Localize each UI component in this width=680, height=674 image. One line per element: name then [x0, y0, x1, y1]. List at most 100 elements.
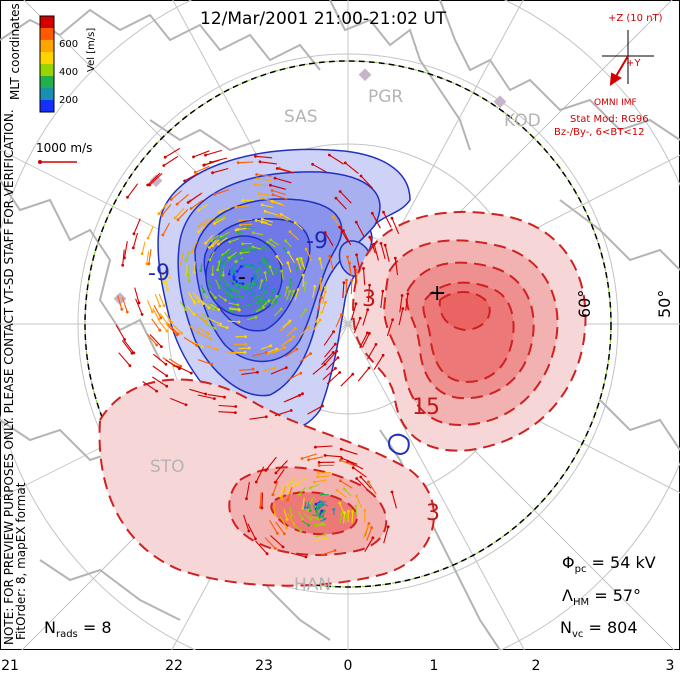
velocity-vector: [275, 460, 288, 474]
velocity-vector: [301, 520, 309, 526]
velocity-vector: [261, 492, 264, 508]
colorbar-segment: [40, 88, 54, 101]
velocity-vector: [122, 249, 125, 266]
velocity-vector: [286, 393, 303, 402]
velocity-vector: [285, 348, 298, 358]
velocity-vector: [245, 481, 250, 499]
velocity-vector: [214, 189, 229, 195]
colorbar-tick-200: 200: [59, 95, 78, 106]
lambda-value: = 57°: [594, 586, 642, 605]
velocity-vector: [260, 291, 267, 299]
colorbar-tick-400: 400: [59, 67, 78, 78]
velocity-vector: [259, 192, 271, 196]
velocity-vector: [274, 468, 285, 483]
velocity-vector: [315, 445, 333, 448]
velocity-vector: [158, 320, 168, 332]
contour-label-pos-1: 3: [362, 287, 376, 312]
velocity-vector: [296, 259, 302, 270]
velocity-vector: [305, 248, 313, 262]
velocity-vector: [277, 214, 289, 222]
velocity-vector: [312, 363, 326, 375]
velocity-vector: [346, 256, 351, 272]
velocity-vector: [314, 479, 327, 483]
velocity-vector: [218, 237, 228, 245]
velocity-vector: [399, 295, 403, 313]
velocity-vector: [309, 496, 315, 504]
lat-label-50: 50°: [655, 290, 674, 318]
velocity-vector: [356, 478, 368, 491]
velocity-vector: [283, 509, 288, 520]
velocity-vector: [380, 243, 386, 260]
velocity-vector: [185, 251, 190, 261]
velocity-vector: [123, 339, 135, 354]
velocity-vector: [187, 271, 190, 281]
velocity-vector: [115, 324, 126, 340]
velocity-vector: [383, 526, 389, 544]
velocity-vector: [147, 172, 161, 186]
velocity-vector: [325, 357, 339, 371]
velocity-vector: [320, 518, 326, 522]
velocity-vector: [219, 272, 222, 280]
colorbar-segment: [40, 64, 54, 77]
vector-origin: [237, 308, 241, 312]
vector-count: Nvc = 804: [560, 618, 638, 640]
velocity-vector: [250, 278, 253, 283]
velocity-vector: [270, 239, 280, 246]
velocity-vector: [322, 503, 329, 507]
velocity-vector: [296, 267, 299, 276]
velocity-vector: [342, 512, 346, 524]
velocity-vector: [361, 333, 370, 348]
velocity-vector: [344, 514, 348, 524]
velocity-vector: [197, 359, 212, 365]
velocity-vector: [210, 303, 220, 311]
velocity-vector: [228, 251, 237, 259]
velocity-vector: [299, 258, 304, 268]
velocity-vector: [229, 287, 238, 292]
velocity-vector: [391, 217, 400, 235]
hm-boundary: [84, 60, 612, 588]
velocity-vector: [318, 504, 325, 508]
velocity-vector: [364, 537, 374, 552]
velocity-vector: [272, 194, 288, 200]
velocity-vector: [218, 411, 236, 414]
velocity-vector: [240, 287, 248, 291]
colorbar-segment: [40, 28, 54, 41]
velocity-vector: [183, 336, 197, 346]
colorbar-tick-600: 600: [59, 39, 78, 50]
velocity-vector: [289, 506, 293, 516]
velocity-vector: [248, 283, 255, 291]
velocity-vector: [212, 238, 221, 247]
vector-origin: [233, 351, 237, 355]
velocity-vector: [275, 521, 285, 535]
velocity-vector: [159, 313, 168, 325]
velocity-vector: [270, 295, 278, 305]
velocity-vector: [198, 203, 209, 211]
velocity-vector: [280, 213, 291, 220]
velocity-vector: [367, 481, 377, 495]
velocity-vector: [373, 243, 380, 261]
velocity-vector: [235, 296, 243, 298]
velocity-vector: [272, 200, 283, 206]
velocity-vector: [247, 226, 256, 229]
velocity-vector: [153, 305, 162, 319]
velocity-vector: [255, 155, 273, 159]
velocity-vector: [276, 256, 284, 266]
velocity-vector: [274, 267, 278, 276]
vector-origin: [340, 512, 344, 516]
velocity-vector: [201, 312, 209, 320]
velocity-vector: [256, 173, 272, 177]
velocity-vector: [264, 272, 268, 281]
velocity-vector: [353, 266, 357, 283]
lambda-symbol: Λ: [562, 586, 573, 605]
velocity-vector: [318, 504, 324, 509]
velocity-vector: [321, 352, 334, 366]
velocity-vector: [241, 371, 258, 375]
velocity-vector: [318, 471, 332, 474]
velocity-vector: [148, 249, 152, 264]
velocity-vector: [239, 284, 248, 288]
velocity-vector: [152, 308, 160, 320]
velocity-vector: [209, 251, 215, 261]
velocity-vector: [259, 262, 264, 267]
velocity-vector: [301, 453, 317, 460]
velocity-vector: [317, 475, 330, 478]
